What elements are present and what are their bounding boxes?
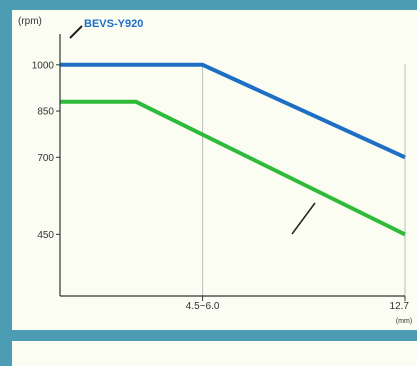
green-line-arrow [291,202,316,235]
x-axis-unit: (mm) [396,318,412,325]
y-tick-label-1000: 1000 [32,60,55,71]
x-tick-label-1: 12.7 [390,301,410,312]
series-label-bevs-y920: BEVS-Y920 [84,18,143,30]
y-tick-label-850: 850 [37,107,54,118]
y-tick-label-450: 450 [37,230,54,241]
series-line-0 [60,62,406,160]
series-line-1 [60,99,406,237]
bottom-panel [12,341,417,366]
x-tick-label-0: 4.5~6.0 [186,301,220,312]
series-label-arrow [69,25,83,39]
chart-panel: (rpm) BEVS-Y920 1000 850 700 450 4.5~6.0 12.… [12,10,417,330]
speed-chart: (rpm) BEVS-Y920 1000 850 700 450 4.5~6.0 12.… [18,16,412,325]
y-tick-label-700: 700 [37,153,54,164]
y-axis-unit: (rpm) [18,16,42,27]
